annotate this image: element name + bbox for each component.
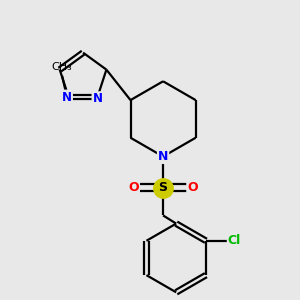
Text: N: N xyxy=(158,150,168,163)
Text: N: N xyxy=(62,91,72,103)
Text: N: N xyxy=(92,92,103,105)
Text: CH₃: CH₃ xyxy=(52,62,73,72)
Text: S: S xyxy=(159,181,168,194)
Text: O: O xyxy=(187,181,198,194)
Text: Cl: Cl xyxy=(228,234,241,247)
Text: O: O xyxy=(128,181,139,194)
